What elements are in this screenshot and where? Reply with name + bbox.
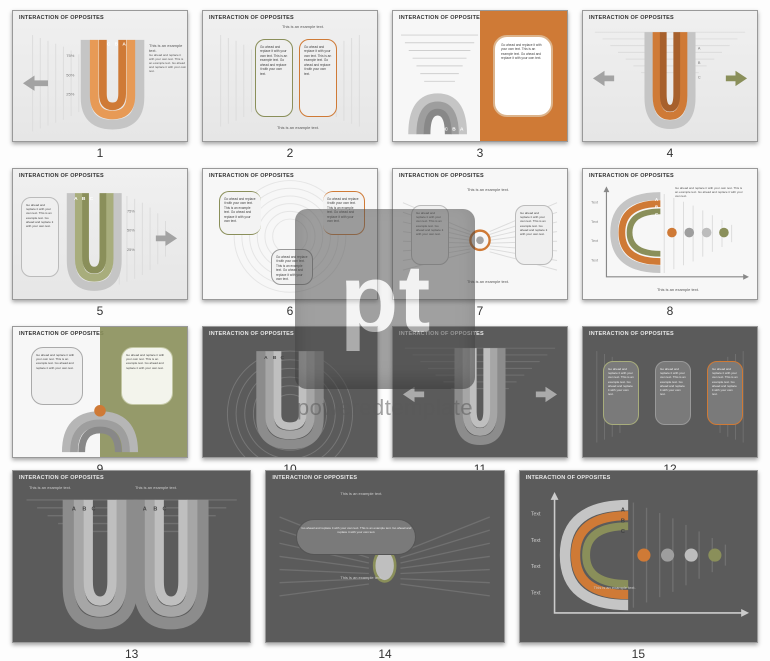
slide-cell-3[interactable]: INTERACTION OF OPPOSITES ABC Go ahead an… [392, 10, 568, 160]
slide-cell-15[interactable]: INTERACTION OF OPPOSITES TextText TextT [519, 470, 758, 661]
svg-text:C: C [107, 42, 111, 48]
slide-cell-2[interactable]: INTERACTION OF OPPOSITES Go ahead and re… [202, 10, 378, 160]
svg-text:A: A [122, 42, 126, 48]
svg-text:Text: Text [531, 512, 541, 518]
slide-cell-6[interactable]: INTERACTION OF OPPOSITES Go ahead and re… [202, 168, 378, 318]
svg-text:C: C [698, 75, 701, 79]
slide-cell-1[interactable]: INTERACTION OF OPPOSITES ABC [12, 10, 188, 160]
svg-text:Text: Text [591, 201, 599, 205]
svg-text:B: B [115, 42, 119, 48]
slide-number: 1 [97, 146, 104, 160]
slide-3: INTERACTION OF OPPOSITES ABC Go ahead an… [392, 10, 568, 142]
svg-text:B: B [698, 61, 701, 65]
svg-text:A: A [74, 196, 78, 202]
svg-text:C: C [163, 506, 167, 512]
svg-text:A: A [264, 355, 268, 361]
svg-text:50%: 50% [127, 229, 135, 233]
svg-text:B: B [452, 126, 456, 132]
slide-10: INTERACTION OF OPPOSITES ABC [202, 326, 378, 458]
svg-text:Text: Text [531, 591, 541, 597]
svg-text:Text: Text [591, 239, 599, 243]
slide-cell-8[interactable]: INTERACTION OF OPPOSITES [582, 168, 758, 318]
svg-text:A: A [143, 506, 147, 512]
slide-7: INTERACTION OF OPPOSITES Go ahead and re… [392, 168, 568, 300]
slide-14: INTERACTION OF OPPOSITES Go ahead and re… [265, 470, 504, 643]
svg-text:A: A [72, 506, 76, 512]
slide-1: INTERACTION OF OPPOSITES ABC [12, 10, 188, 142]
svg-text:Text: Text [531, 564, 541, 570]
svg-text:75%: 75% [127, 209, 135, 213]
slide-cell-13b[interactable]: INTERACTION OF OPPOSITES ABC ABC This [12, 470, 251, 661]
slide-cell-7[interactable]: INTERACTION OF OPPOSITES Go ahead and re… [392, 168, 568, 318]
slide-5: INTERACTION OF OPPOSITES ABC 75%50%25% [12, 168, 188, 300]
slide-15: INTERACTION OF OPPOSITES TextText TextT [519, 470, 758, 643]
svg-text:75%: 75% [66, 53, 74, 58]
svg-text:A: A [460, 126, 464, 132]
slide-cell-14[interactable]: INTERACTION OF OPPOSITES Go ahead and re… [265, 470, 504, 661]
svg-text:25%: 25% [66, 92, 74, 97]
slide-11: INTERACTION OF OPPOSITES [392, 326, 568, 458]
svg-text:A: A [620, 508, 625, 514]
thumbnail-row-4: INTERACTION OF OPPOSITES ABC ABC This [12, 470, 758, 661]
svg-text:B: B [655, 204, 658, 209]
slide-cell-5[interactable]: INTERACTION OF OPPOSITES ABC 75%50%25% [12, 168, 188, 318]
svg-text:C: C [281, 355, 285, 361]
svg-text:C: C [620, 529, 625, 535]
thumbnail-grid: INTERACTION OF OPPOSITES ABC [12, 10, 758, 476]
svg-text:A: A [698, 47, 701, 51]
svg-text:Text: Text [591, 258, 599, 262]
slide-9: INTERACTION OF OPPOSITES Go ahead and re… [12, 326, 188, 458]
svg-text:50%: 50% [66, 72, 74, 77]
svg-text:B: B [273, 355, 277, 361]
svg-text:25%: 25% [127, 248, 135, 252]
slide-cell-4[interactable]: INTERACTION OF OPPOSITES ABC 4 [582, 10, 758, 160]
slide-cell-9[interactable]: INTERACTION OF OPPOSITES Go ahead and re… [12, 326, 188, 476]
slide-cell-10[interactable]: INTERACTION OF OPPOSITES ABC 10 [202, 326, 378, 476]
svg-text:C: C [92, 506, 96, 512]
slide-cell-11[interactable]: INTERACTION OF OPPOSITES 11 [392, 326, 568, 476]
svg-text:Text: Text [591, 220, 599, 224]
slide-8: INTERACTION OF OPPOSITES [582, 168, 758, 300]
slide-12: INTERACTION OF OPPOSITES Go ahead and re… [582, 326, 758, 458]
slide-cell-12[interactable]: INTERACTION OF OPPOSITES Go ahead and re… [582, 326, 758, 476]
slide-6: INTERACTION OF OPPOSITES Go ahead and re… [202, 168, 378, 300]
svg-text:C: C [90, 196, 94, 202]
svg-text:Text: Text [531, 538, 541, 544]
slide-2: INTERACTION OF OPPOSITES Go ahead and re… [202, 10, 378, 142]
slide-4: INTERACTION OF OPPOSITES ABC [582, 10, 758, 142]
slide-13: INTERACTION OF OPPOSITES ABC ABC This [12, 470, 251, 643]
svg-text:C: C [655, 212, 658, 217]
svg-text:B: B [82, 506, 86, 512]
svg-text:B: B [82, 196, 86, 202]
svg-text:B: B [620, 518, 624, 524]
svg-text:B: B [153, 506, 157, 512]
svg-text:C: C [445, 126, 449, 132]
